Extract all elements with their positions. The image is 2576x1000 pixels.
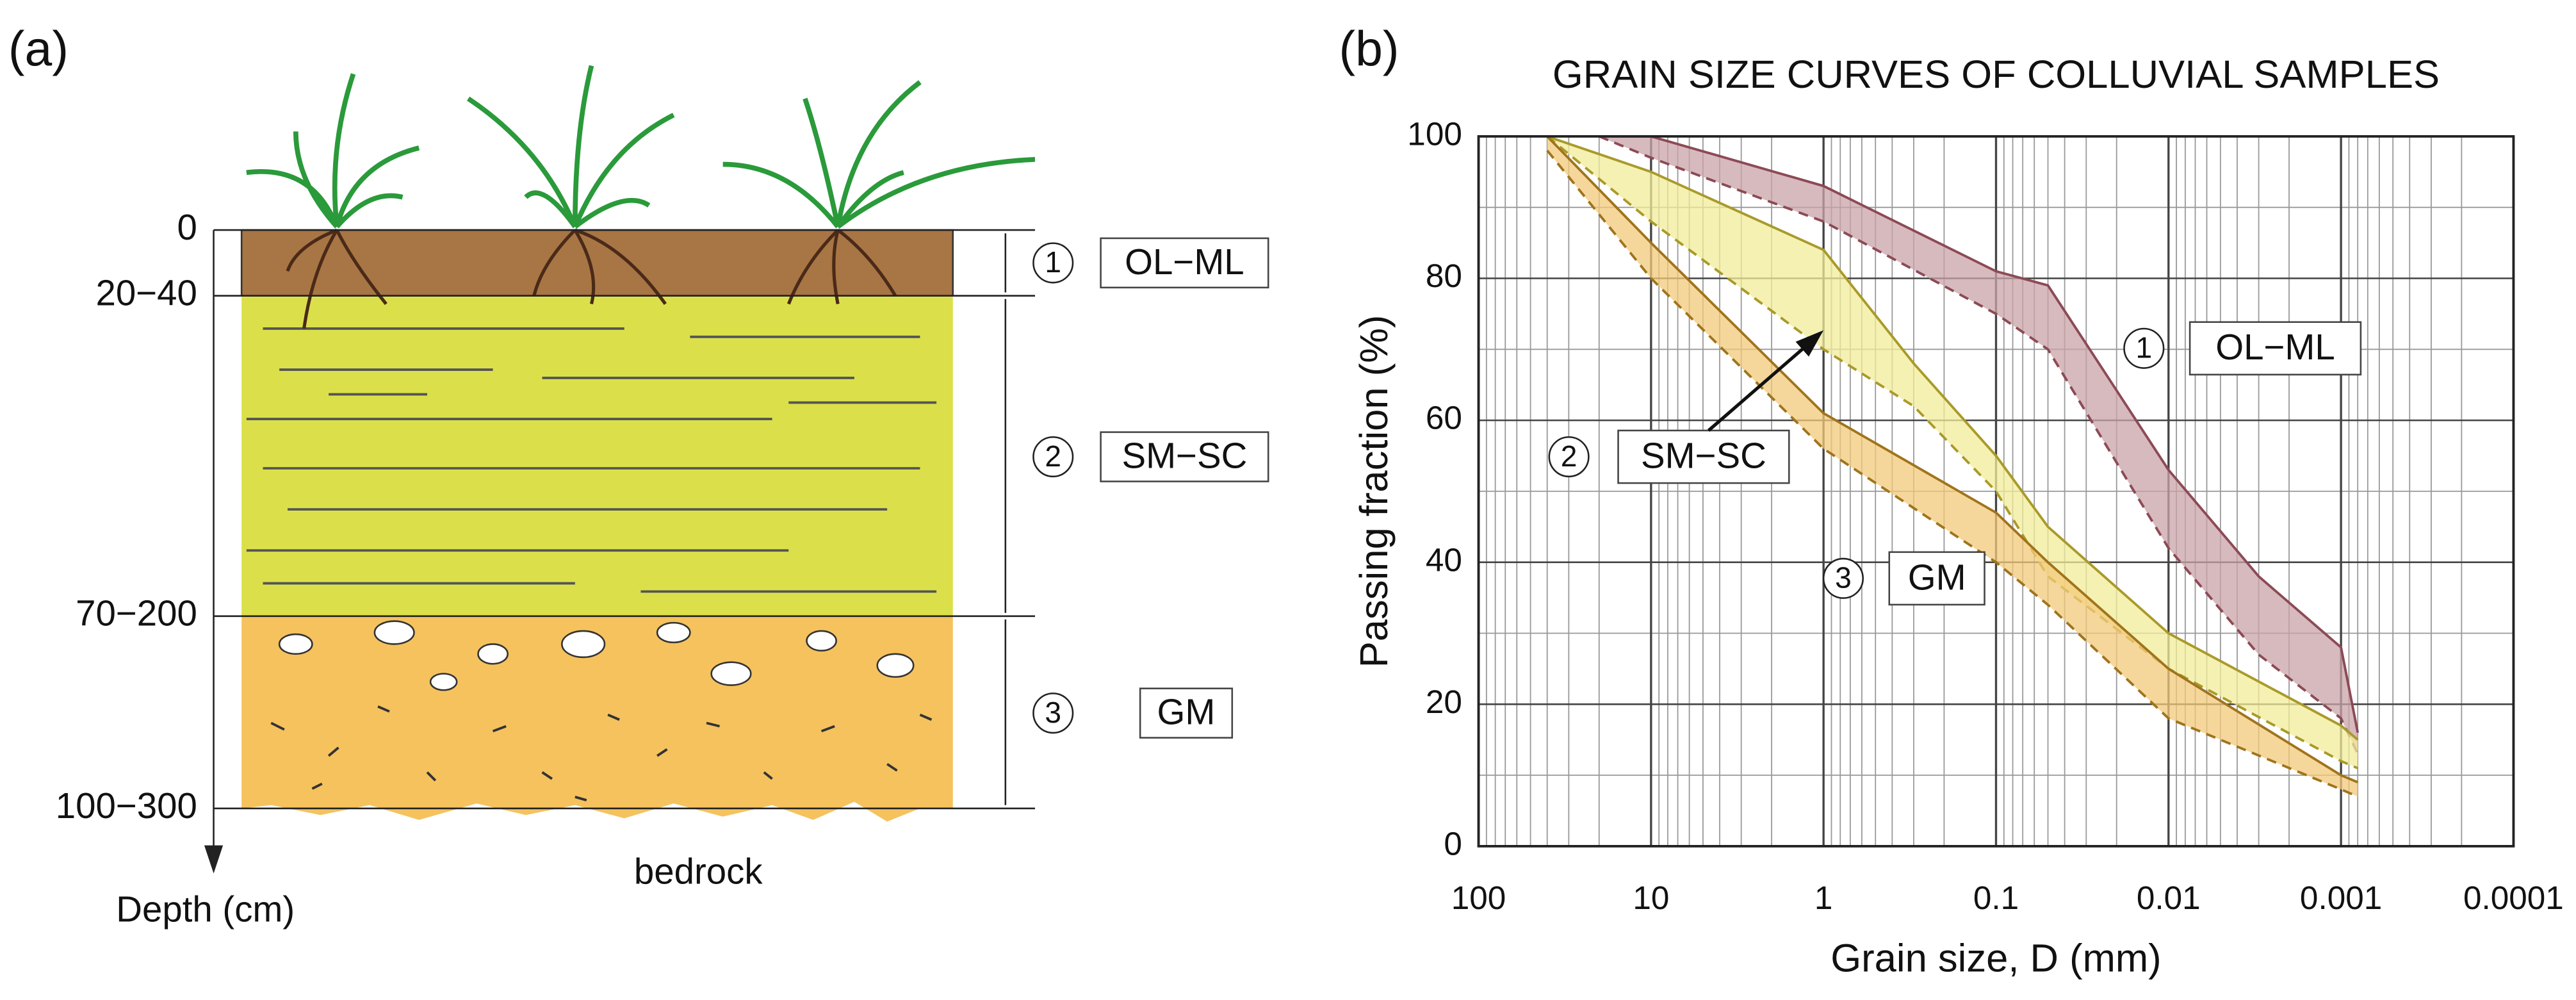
x-tick-label: 0.001 — [2300, 880, 2382, 916]
series-id-circle — [1822, 557, 1864, 599]
band-lower — [1546, 149, 2359, 798]
plants — [246, 65, 1036, 229]
depth-label: 70−200 — [76, 593, 197, 634]
series-id-circle — [2123, 327, 2165, 369]
y-tick-label: 60 — [1426, 400, 1462, 436]
x-tick-label: 0.1 — [1973, 880, 2019, 916]
depth-label: 0 — [177, 207, 197, 247]
series-name-box — [1617, 429, 1790, 484]
y-tick-label: 0 — [1444, 825, 1462, 862]
series-id: 2 — [1561, 439, 1577, 473]
y-tick-label: 40 — [1426, 541, 1462, 578]
plot-frame — [1477, 135, 2515, 848]
layer-id: 3 — [1045, 696, 1061, 729]
legend-label: SM−SC — [1641, 436, 1766, 476]
series-id: 3 — [1835, 561, 1852, 594]
series-id-circle — [1548, 436, 1590, 478]
layer-3 — [241, 616, 953, 822]
band-lower — [1546, 135, 2359, 769]
layer-id: 1 — [1045, 245, 1061, 279]
layer-2 — [241, 295, 953, 616]
series-name-box — [1888, 551, 1985, 606]
x-tick-label: 100 — [1451, 880, 1506, 916]
annotations: 1 OL−ML 2 SM−SC 3 GM — [1548, 321, 2362, 606]
pointer-arrowhead — [1795, 330, 1824, 357]
y-axis-label: Passing fraction (%) — [1352, 315, 1396, 668]
layer-id: 2 — [1045, 439, 1061, 473]
depth-label: 100−300 — [56, 785, 197, 826]
panel-label: (a) — [8, 21, 69, 76]
depth-label: 20−40 — [95, 273, 197, 313]
layer-name: GM — [1157, 692, 1216, 732]
chart-title: GRAIN SIZE CURVES OF COLLUVIAL SAMPLES — [1553, 53, 2440, 97]
y-tick-label: 80 — [1426, 258, 1462, 294]
band-upper — [1547, 135, 2359, 741]
bedrock-label: bedrock — [634, 851, 763, 891]
band-lower — [1599, 135, 2360, 755]
roots — [286, 228, 897, 329]
legend-label: GM — [1908, 557, 1966, 597]
y-tick-label: 20 — [1426, 684, 1462, 720]
plot: 0 20 40 60 80 100 100 10 1 0.1 0.01 0.001 0.0001 — [1407, 115, 2564, 916]
fines — [270, 705, 933, 801]
legend-label: OL−ML — [2215, 327, 2335, 367]
band-area — [1547, 136, 2358, 769]
band-upper — [1599, 135, 2360, 734]
panel-label: (b) — [1339, 21, 1399, 76]
y-tick-label: 100 — [1407, 115, 1462, 152]
depth-guides — [204, 229, 1036, 874]
series-id: 1 — [2135, 331, 2152, 365]
x-tick-label: 0.0001 — [2463, 880, 2564, 916]
gravel — [278, 620, 915, 691]
x-tick-label: 0.01 — [2137, 880, 2201, 916]
layer-name: SM−SC — [1121, 436, 1247, 476]
pointer-arrow — [1707, 343, 1809, 432]
series-name-box — [2189, 321, 2362, 376]
layer-labels: 1 OL−ML 2 SM−SC 3 GM — [1032, 237, 1269, 739]
x-tick-label: 10 — [1633, 880, 1669, 916]
x-tick-label: 1 — [1814, 880, 1833, 916]
depth-axis-label: Depth (cm) — [116, 889, 295, 929]
lamination — [246, 327, 937, 593]
soil-profile — [240, 65, 1036, 822]
band-upper — [1546, 135, 2359, 783]
x-axis-label: Grain size, D (mm) — [1830, 937, 2161, 981]
layer-name: OL−ML — [1125, 242, 1244, 282]
